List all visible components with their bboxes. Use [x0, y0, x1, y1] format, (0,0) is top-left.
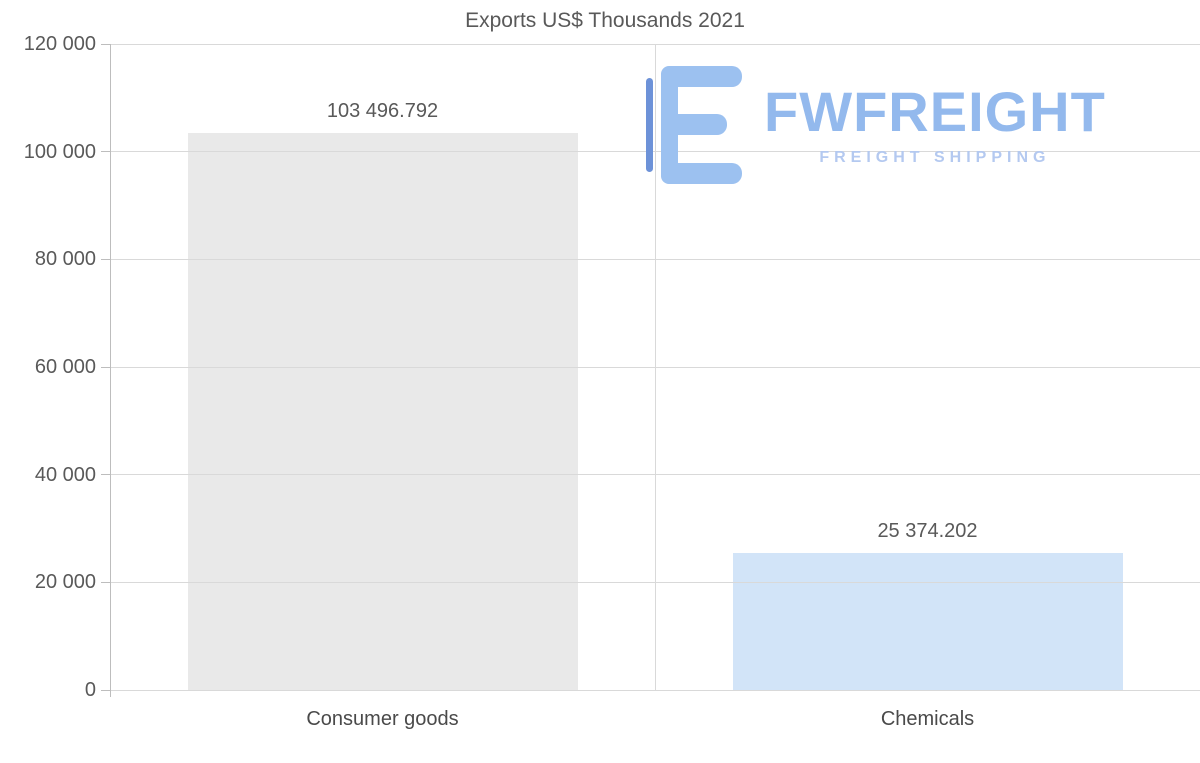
- gridline: [110, 474, 1200, 476]
- y-axis-label: 80 000: [34, 248, 96, 271]
- bar-value-label: 103 496.792: [326, 99, 439, 122]
- y-axis-tick: [101, 43, 110, 45]
- watermark-text: FWFREIGHT FREIGHT SHIPPING: [764, 79, 1106, 167]
- y-axis-label: 120 000: [23, 33, 96, 55]
- x-axis-label: Consumer goods: [306, 708, 459, 730]
- y-axis-tick: [101, 258, 110, 260]
- y-axis-label: 20 000: [34, 571, 96, 594]
- y-axis-tick: [101, 581, 110, 583]
- y-axis-line: [110, 44, 111, 697]
- gridline: [110, 43, 1200, 45]
- y-axis-label: 100 000: [23, 140, 96, 163]
- gridline: [110, 151, 1200, 153]
- watermark: FWFREIGHT FREIGHT SHIPPING: [646, 66, 1106, 184]
- watermark-tagline: FREIGHT SHIPPING: [819, 148, 1051, 166]
- y-axis-label: 60 000: [34, 356, 96, 378]
- x-axis-label: Chemicals: [880, 708, 975, 730]
- gridline: [110, 366, 1200, 368]
- y-axis-tick: [101, 151, 110, 153]
- bar-value-label: 25 374.202: [877, 520, 978, 543]
- y-axis-tick: [101, 474, 110, 476]
- y-axis-label: 40 000: [34, 463, 96, 486]
- gridline: [110, 258, 1200, 260]
- fwfreight-logo-icon: [646, 66, 742, 184]
- y-axis-label: 0: [84, 679, 96, 701]
- y-axis-tick: [101, 689, 110, 691]
- gridline: [110, 689, 1200, 691]
- watermark-brand: FWFREIGHT: [764, 79, 1106, 143]
- bar-consumer-goods: [187, 132, 578, 690]
- bar-chemicals: [732, 553, 1123, 690]
- gridline: [110, 581, 1200, 583]
- y-axis-tick: [101, 366, 110, 368]
- chart-title: Exports US$ Thousands 2021: [465, 9, 745, 32]
